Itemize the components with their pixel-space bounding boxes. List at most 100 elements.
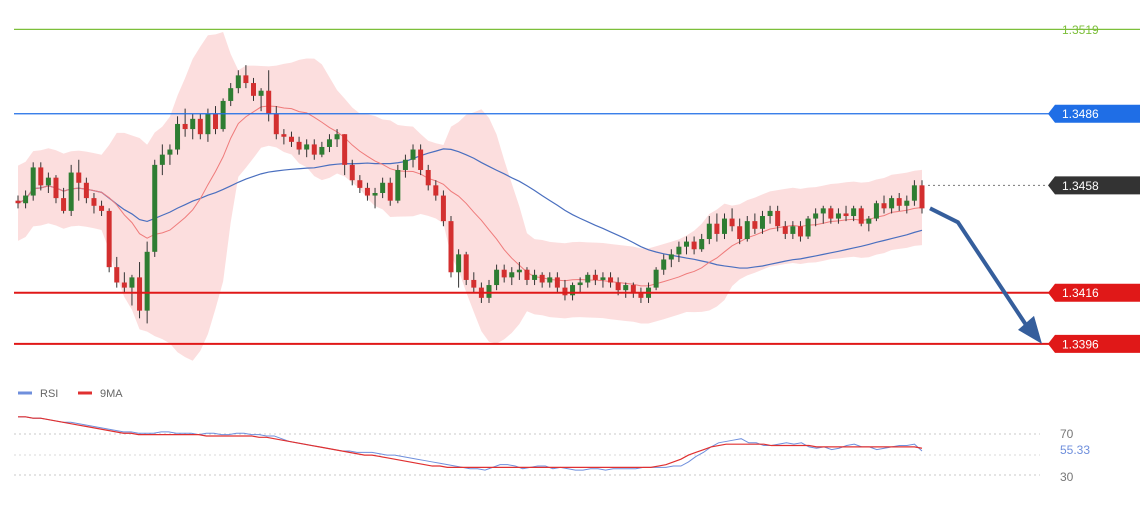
candle-body: [516, 269, 522, 273]
candle-body: [440, 195, 446, 222]
candle: [273, 106, 279, 140]
candle-body: [577, 282, 583, 286]
candle-body: [911, 185, 917, 201]
candle: [873, 200, 879, 222]
price-levels: 1.3519 1.3486 1.3458 1.3416 1.3396: [14, 23, 1140, 353]
candle-body: [342, 134, 348, 165]
candle-body: [873, 203, 879, 219]
candle: [676, 241, 682, 263]
candle-body: [23, 195, 29, 204]
rsi-line: [18, 416, 923, 471]
candle-body: [835, 213, 841, 219]
candle-body: [501, 269, 507, 278]
candle-body: [167, 149, 173, 155]
candle: [835, 208, 841, 224]
candle: [114, 256, 120, 288]
candle: [250, 77, 256, 101]
moving-average-short-line: [17, 105, 923, 287]
candle: [904, 195, 910, 214]
candle: [30, 162, 36, 201]
candle: [296, 136, 302, 155]
candle: [729, 208, 735, 232]
candle-body: [99, 205, 105, 211]
candle-body: [121, 282, 127, 288]
candle: [190, 113, 196, 140]
candle-body: [448, 221, 454, 273]
candle-body: [585, 274, 591, 283]
candle-body: [668, 254, 674, 260]
candle-body: [881, 203, 887, 209]
candle: [243, 65, 249, 89]
candle: [418, 144, 424, 176]
candle-body: [744, 221, 750, 240]
candle: [881, 195, 887, 214]
candle-body: [197, 118, 203, 135]
candle-body: [919, 185, 925, 209]
candle-body: [114, 267, 120, 283]
candle: [570, 282, 576, 301]
candle: [752, 213, 758, 234]
candle-body: [357, 180, 363, 188]
candle-body: [737, 226, 743, 240]
candle: [410, 144, 416, 168]
candle: [380, 177, 386, 199]
candle: [152, 159, 158, 257]
candle: [889, 195, 895, 214]
level-label: 1.3416: [1062, 286, 1099, 300]
candle-body: [661, 259, 667, 270]
candle-body: [729, 218, 735, 227]
candle-body: [600, 277, 606, 280]
candle-body: [91, 198, 97, 206]
rsi-tick-70: 70: [1060, 427, 1074, 441]
candle-body: [387, 182, 393, 201]
candle: [456, 249, 462, 288]
candle: [699, 233, 705, 252]
candle: [61, 187, 67, 214]
moving-average-long-line: [17, 148, 923, 269]
candle: [501, 264, 507, 283]
candle-body: [372, 193, 378, 196]
candle-body: [471, 279, 477, 288]
candle-body: [182, 123, 188, 130]
candle: [288, 131, 294, 147]
candle: [334, 129, 340, 147]
candle-body: [76, 172, 82, 183]
candle-body: [486, 285, 492, 298]
level-badge: [1048, 176, 1140, 195]
candle: [919, 180, 925, 214]
candle: [53, 175, 59, 204]
candle: [425, 164, 431, 191]
candle: [45, 172, 51, 193]
forecast-arrow-shaft: [929, 206, 1030, 329]
candlestick-series: [15, 65, 925, 324]
rsi-legend: RSI 9MA: [18, 388, 123, 400]
candle-body: [129, 277, 135, 288]
candle-body: [691, 241, 697, 250]
candle: [121, 272, 127, 293]
candle-body: [273, 113, 279, 135]
candle-body: [61, 198, 67, 211]
candle: [608, 272, 614, 288]
candle-body: [266, 90, 272, 114]
candle: [782, 221, 788, 240]
candle-body: [630, 285, 636, 293]
candle: [494, 264, 500, 291]
candle-body: [828, 208, 834, 219]
candle-body: [205, 113, 211, 135]
candle-body: [714, 223, 720, 234]
candle: [220, 98, 226, 132]
candle: [99, 200, 105, 217]
candle-body: [364, 187, 370, 196]
candle-body: [790, 226, 796, 234]
candle-body: [281, 134, 287, 137]
candle-body: [220, 100, 226, 130]
candle-body: [896, 198, 902, 206]
candle: [258, 88, 264, 112]
candle: [668, 249, 674, 268]
candle: [714, 213, 720, 242]
candle-body: [805, 218, 811, 237]
candle: [463, 251, 469, 286]
candle-body: [144, 251, 150, 311]
candle: [828, 205, 834, 224]
candle: [23, 190, 29, 209]
